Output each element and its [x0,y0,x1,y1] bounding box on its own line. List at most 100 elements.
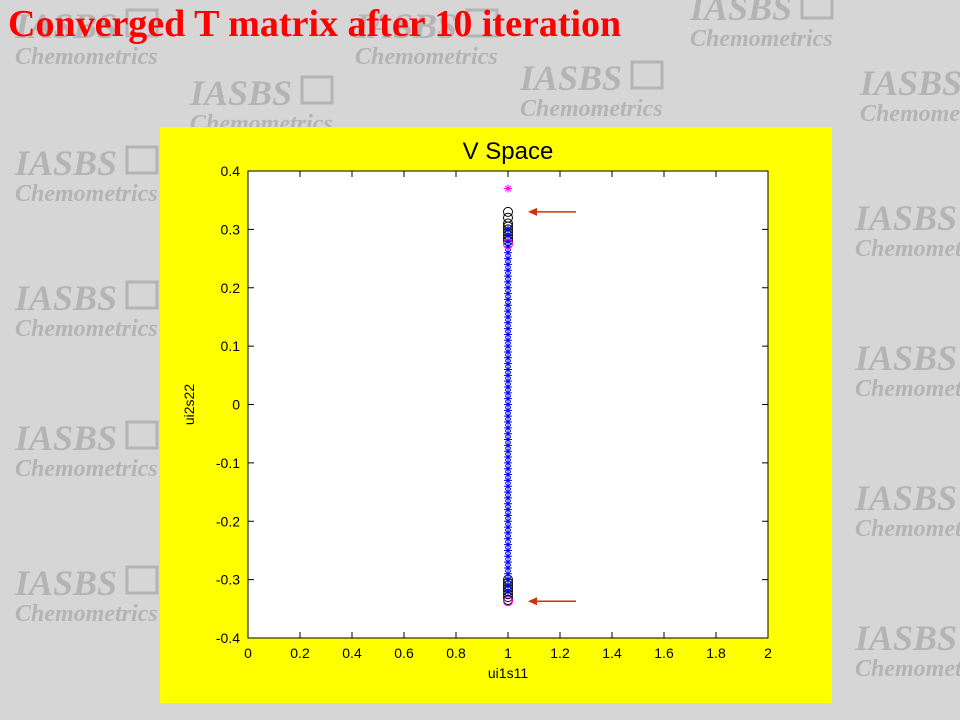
annotation-arrow [528,207,576,216]
watermark-logo-text: Chemometrics [855,516,960,542]
data-point [504,563,512,572]
watermark-logo-text: IASBS [854,478,957,518]
y-axis-label: ui2s22 [181,384,197,425]
x-tick-labels: 0 0.2 0.4 0.6 0.8 1 1.2 1.4 1.6 1.8 2 [244,645,772,661]
slide-title: Converged T matrix after 10 iteration [8,3,622,45]
data-point [504,406,512,415]
watermark-logo-box [125,280,159,310]
data-point [504,429,512,438]
y-tick-label: 0.2 [221,280,241,296]
data-point [504,242,512,251]
y-tick-label: 0.3 [221,221,241,237]
data-point [504,488,512,497]
data-point [504,470,512,479]
data-point [503,238,513,249]
data-point [504,301,512,310]
watermark-logo-text: IASBS [354,6,457,46]
data-point [504,283,512,292]
data-point [504,371,512,380]
x-tick-label: 1.2 [550,645,570,661]
data-point [504,499,512,508]
data-point [504,546,512,555]
data-point [504,523,512,532]
data-point [504,453,512,462]
y-tick-label: -0.2 [216,513,240,529]
y-tick-label: 0.1 [221,338,241,354]
watermark-logo-box [465,8,499,38]
data-point [504,330,512,339]
data-point [504,505,512,514]
data-point [504,552,512,561]
annotation-arrow-head [528,207,537,216]
watermark-logo-box [800,0,834,20]
annotations [528,207,576,606]
data-point [504,324,512,333]
data-point [504,558,512,567]
data-point [504,388,512,397]
data-point [503,596,513,607]
data-point [504,260,512,269]
data-point [504,517,512,526]
watermark-logo-text: Chemometrics [855,236,960,262]
watermark-logo-box [125,565,159,595]
data-point [504,307,512,316]
y-tick-label: -0.1 [216,455,240,471]
data-point [504,447,512,456]
data-points [503,184,513,607]
watermark-logo-text: IASBS [14,143,117,183]
data-point [504,365,512,374]
watermark-logo-box [300,75,334,105]
data-point [504,394,512,403]
data-point [504,382,512,391]
data-point [504,231,512,240]
data-point [504,184,512,193]
x-tick-label: 0.4 [342,645,362,661]
watermark-logo-text: Chemometrics [520,96,663,122]
data-point [504,540,512,549]
data-point [504,353,512,362]
data-point [504,476,512,485]
watermark-logo-text: Chemometrics [855,376,960,402]
x-tick-label: 1.8 [706,645,726,661]
data-point [504,534,512,543]
watermark-logo-text: IASBS [189,73,292,113]
data-point [504,482,512,491]
data-point [504,254,512,263]
watermark-logo-text: Chemometrics [855,656,960,682]
x-tick-label: 1 [504,645,512,661]
watermark-logo-text: Chemometrics [15,316,158,342]
data-point [504,587,512,596]
data-point [504,359,512,368]
y-tick-labels: 0.4 0.3 0.2 0.1 0 -0.1 -0.2 -0.3 -0.4 [216,163,240,646]
x-tick-label: 0.8 [446,645,466,661]
data-point [504,528,512,537]
data-point [504,511,512,520]
watermark-logo-box [125,420,159,450]
data-point [504,295,512,304]
v-space-plot: 0 0.2 0.4 0.6 0.8 1 1.2 1.4 1.6 1.8 2 0.4 0.3 0.2 0.1… [181,138,772,681]
annotation-arrow-head [528,597,537,606]
watermark-logo-text: Chemometrics [15,601,158,627]
data-point [504,336,512,345]
data-point [504,277,512,286]
watermark-logo-text: IASBS [14,6,117,46]
data-point [504,400,512,409]
data-point [504,272,512,281]
watermark-logo-text: IASBS [854,338,957,378]
watermark-logo-text: Chemometrics [15,456,158,482]
data-point [504,575,512,584]
data-point [504,458,512,467]
data-point [504,266,512,275]
figure-panel: 0 0.2 0.4 0.6 0.8 1 1.2 1.4 1.6 1.8 2 0.4 0.3 0.2 0.1… [160,127,832,703]
watermark-logo-text: Chemometrics [690,26,833,52]
